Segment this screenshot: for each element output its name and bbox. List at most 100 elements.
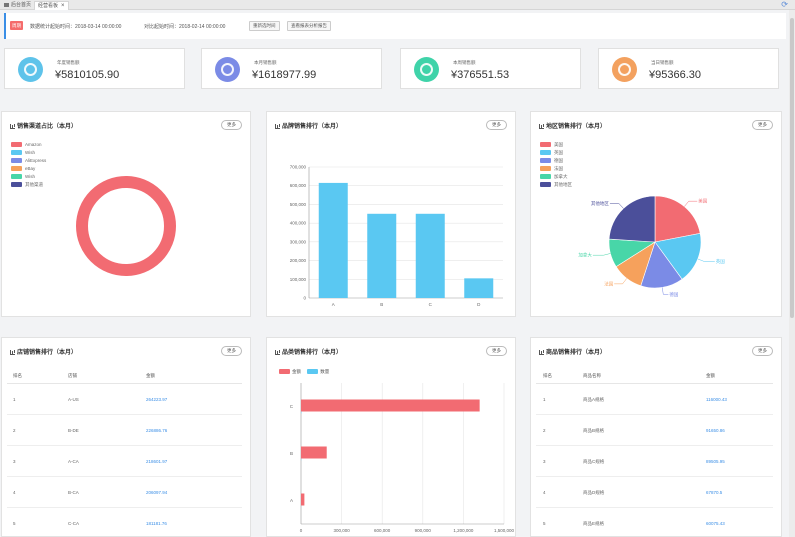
table-row[interactable]: 3 A-CA 218601.97 <box>7 446 242 477</box>
legend-item[interactable]: AliExpress <box>11 158 46 166</box>
cell-store: B-DE <box>68 428 79 433</box>
cell-amount: 181181.76 <box>146 521 167 526</box>
x-tick-label: 900,000 <box>415 528 432 533</box>
cell-rank: 5 <box>13 521 16 526</box>
col-rank: 排名 <box>543 373 552 378</box>
legend-item[interactable]: 其他渠道 <box>11 182 46 190</box>
more-button[interactable]: 更多 <box>486 346 507 356</box>
legend-item[interactable]: 英国 <box>540 150 572 158</box>
cell-amount: 91650.86 <box>706 428 725 433</box>
more-button[interactable]: 更多 <box>752 120 773 130</box>
card-title-text: 品牌销售排行（本月） <box>282 124 343 130</box>
legend-label: eBay <box>25 166 36 171</box>
chart-legend: 金额 数量 <box>279 369 329 375</box>
kpi-label: 本月销售额 <box>254 60 277 65</box>
legend-label: 英国 <box>554 150 563 155</box>
table-row[interactable]: 1 A-US 264223.97 <box>7 384 242 415</box>
legend-item[interactable]: 金额 <box>279 369 301 375</box>
table-row[interactable]: 5 商品E规格 60075.43 <box>536 508 773 537</box>
legend-item[interactable]: Wish <box>11 174 46 182</box>
pie-slice-label: 英国 <box>716 258 725 265</box>
legend-item[interactable]: 美国 <box>540 142 572 150</box>
table-row[interactable]: 4 B-CA 206097.94 <box>7 477 242 508</box>
tab-bar: 后台首页 经营看板 × ⟳ <box>0 0 795 10</box>
refresh-icon[interactable]: ⟳ <box>781 0 788 9</box>
scrollbar-thumb[interactable] <box>790 18 794 318</box>
legend-item[interactable]: 加拿大 <box>540 174 572 182</box>
cell-amount: 89505.95 <box>706 459 725 464</box>
cell-amount: 116000.43 <box>706 397 727 402</box>
legend-item[interactable]: Wish <box>11 150 46 158</box>
legend-item[interactable]: 法国 <box>540 166 572 174</box>
card-title: 品牌销售排行（本月） <box>275 121 342 130</box>
kpi-card-month: 本月销售额 ¥1618977.99 <box>201 48 382 89</box>
col-rank: 排名 <box>13 373 22 378</box>
legend-item[interactable]: 德国 <box>540 158 572 166</box>
table-row[interactable]: 4 商品D规格 67870.5 <box>536 477 773 508</box>
card-title: 销售渠道占比（本月） <box>10 121 77 130</box>
x-tick-label: 0 <box>300 528 303 533</box>
tab-dashboard[interactable]: 经营看板 × <box>34 1 69 10</box>
scrollbar[interactable] <box>789 10 795 537</box>
pie-leader-line <box>684 200 698 207</box>
bar-chart-icon <box>539 350 544 355</box>
bar-chart-icon <box>539 124 544 129</box>
period-tag: 周期 <box>10 21 23 30</box>
cell-rank: 1 <box>543 397 546 402</box>
more-button[interactable]: 更多 <box>752 346 773 356</box>
cell-amount: 206097.94 <box>146 490 168 495</box>
legend-item[interactable]: eBay <box>11 166 46 174</box>
legend-label: 法国 <box>554 166 563 171</box>
col-store: 店铺 <box>68 373 77 378</box>
close-icon[interactable]: × <box>61 3 65 9</box>
tab-home[interactable]: 后台首页 <box>1 1 34 10</box>
donut-slice <box>76 176 176 276</box>
bar-chart-icon <box>275 350 280 355</box>
cell-product: 商品E规格 <box>583 521 605 526</box>
cell-amount: 218601.97 <box>146 459 168 464</box>
region-ranking-card: 地区销售排行（本月） 更多 美国 英国 德国 法国 加拿大 其他地区 美国 英国德… <box>530 111 782 317</box>
kpi-value: ¥376551.53 <box>451 69 510 81</box>
more-button[interactable]: 更多 <box>486 120 507 130</box>
card-title-text: 品类销售排行（本月） <box>282 350 343 356</box>
cell-store: C-CA <box>68 521 79 526</box>
legend-label: 加拿大 <box>554 174 568 179</box>
donut-chart <box>76 176 176 276</box>
card-title-text: 销售渠道占比（本月） <box>17 124 78 130</box>
table-row[interactable]: 2 商品B规格 91650.86 <box>536 415 773 446</box>
bar <box>301 446 327 459</box>
cell-product: 商品B规格 <box>583 428 605 433</box>
more-button[interactable]: 更多 <box>221 346 242 356</box>
cell-rank: 5 <box>543 521 546 526</box>
channel-share-card: 销售渠道占比（本月） 更多 Amazon Wish AliExpress eBa… <box>1 111 251 317</box>
filter-bar: 周期 数据统计起始时间：2018-03-14 00:00:00 对比起始时间：2… <box>4 13 786 39</box>
bar <box>318 182 348 298</box>
x-tick-label: A <box>332 302 335 307</box>
bar <box>464 278 494 298</box>
legend-label: 美国 <box>554 142 563 147</box>
legend-item[interactable]: 其他地区 <box>540 182 572 190</box>
table-row[interactable]: 5 C-CA 181181.76 <box>7 508 242 537</box>
chart-legend: Amazon Wish AliExpress eBay Wish 其他渠道 <box>11 142 46 190</box>
col-amount: 金额 <box>706 373 715 378</box>
reselect-time-button[interactable]: 重新选时间 <box>249 21 280 31</box>
legend-item[interactable]: Amazon <box>11 142 46 150</box>
legend-item[interactable]: 数量 <box>307 369 329 375</box>
table-row[interactable]: 2 B-DE 226886.76 <box>7 415 242 446</box>
cell-rank: 2 <box>13 428 16 433</box>
kpi-label: 当日销售额 <box>651 60 674 65</box>
more-button[interactable]: 更多 <box>221 120 242 130</box>
table-header: 排名 商品名称 金额 <box>536 366 773 384</box>
tab-dashboard-label: 经营看板 <box>38 3 59 9</box>
legend-label: 其他渠道 <box>25 182 43 187</box>
table-row[interactable]: 1 商品A规格 116000.43 <box>536 384 773 415</box>
cart-icon <box>414 57 439 82</box>
y-tick-label: 500,000 <box>290 202 307 207</box>
table-row[interactable]: 3 商品C规格 89505.95 <box>536 446 773 477</box>
pie-slice <box>608 195 656 243</box>
cell-product: 商品A规格 <box>583 397 605 402</box>
cell-amount: 264223.97 <box>146 397 168 402</box>
pie-leader-line <box>614 278 628 285</box>
view-report-button[interactable]: 查看报表分析报告 <box>287 21 331 31</box>
x-tick-label: B <box>380 302 383 307</box>
